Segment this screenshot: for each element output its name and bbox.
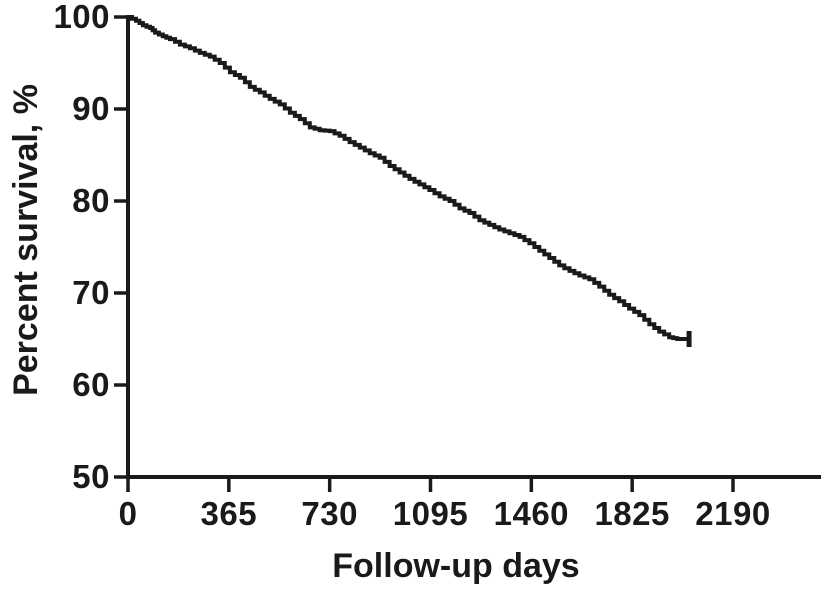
y-tick-label: 70	[72, 274, 110, 311]
x-axis-ticks	[126, 479, 735, 492]
y-axis-tick-labels: 100 90 80 70 60 50	[53, 0, 110, 495]
x-tick-label: 0	[119, 495, 138, 532]
x-tick-label: 1095	[393, 495, 468, 532]
x-tick-label: 730	[301, 495, 358, 532]
x-tick-label: 1825	[594, 495, 669, 532]
y-tick-label: 90	[72, 90, 110, 127]
axes: 100 90 80 70 60 50 0 365 730 1095 1460 1825 2190	[53, 0, 821, 532]
y-axis-ticks	[114, 15, 128, 479]
survival-curve	[128, 15, 691, 341]
y-tick-label: 100	[53, 0, 110, 35]
x-axis-title: Follow-up days	[332, 547, 579, 585]
x-tick-label: 365	[201, 495, 258, 532]
x-tick-label: 2190	[695, 495, 770, 532]
y-tick-label: 80	[72, 182, 110, 219]
y-axis-title: Percent survival, %	[7, 84, 45, 396]
y-tick-label: 50	[72, 458, 110, 495]
y-tick-label: 60	[72, 366, 110, 403]
x-axis-tick-labels: 0 365 730 1095 1460 1825 2190	[119, 495, 771, 532]
x-tick-label: 1460	[494, 495, 569, 532]
